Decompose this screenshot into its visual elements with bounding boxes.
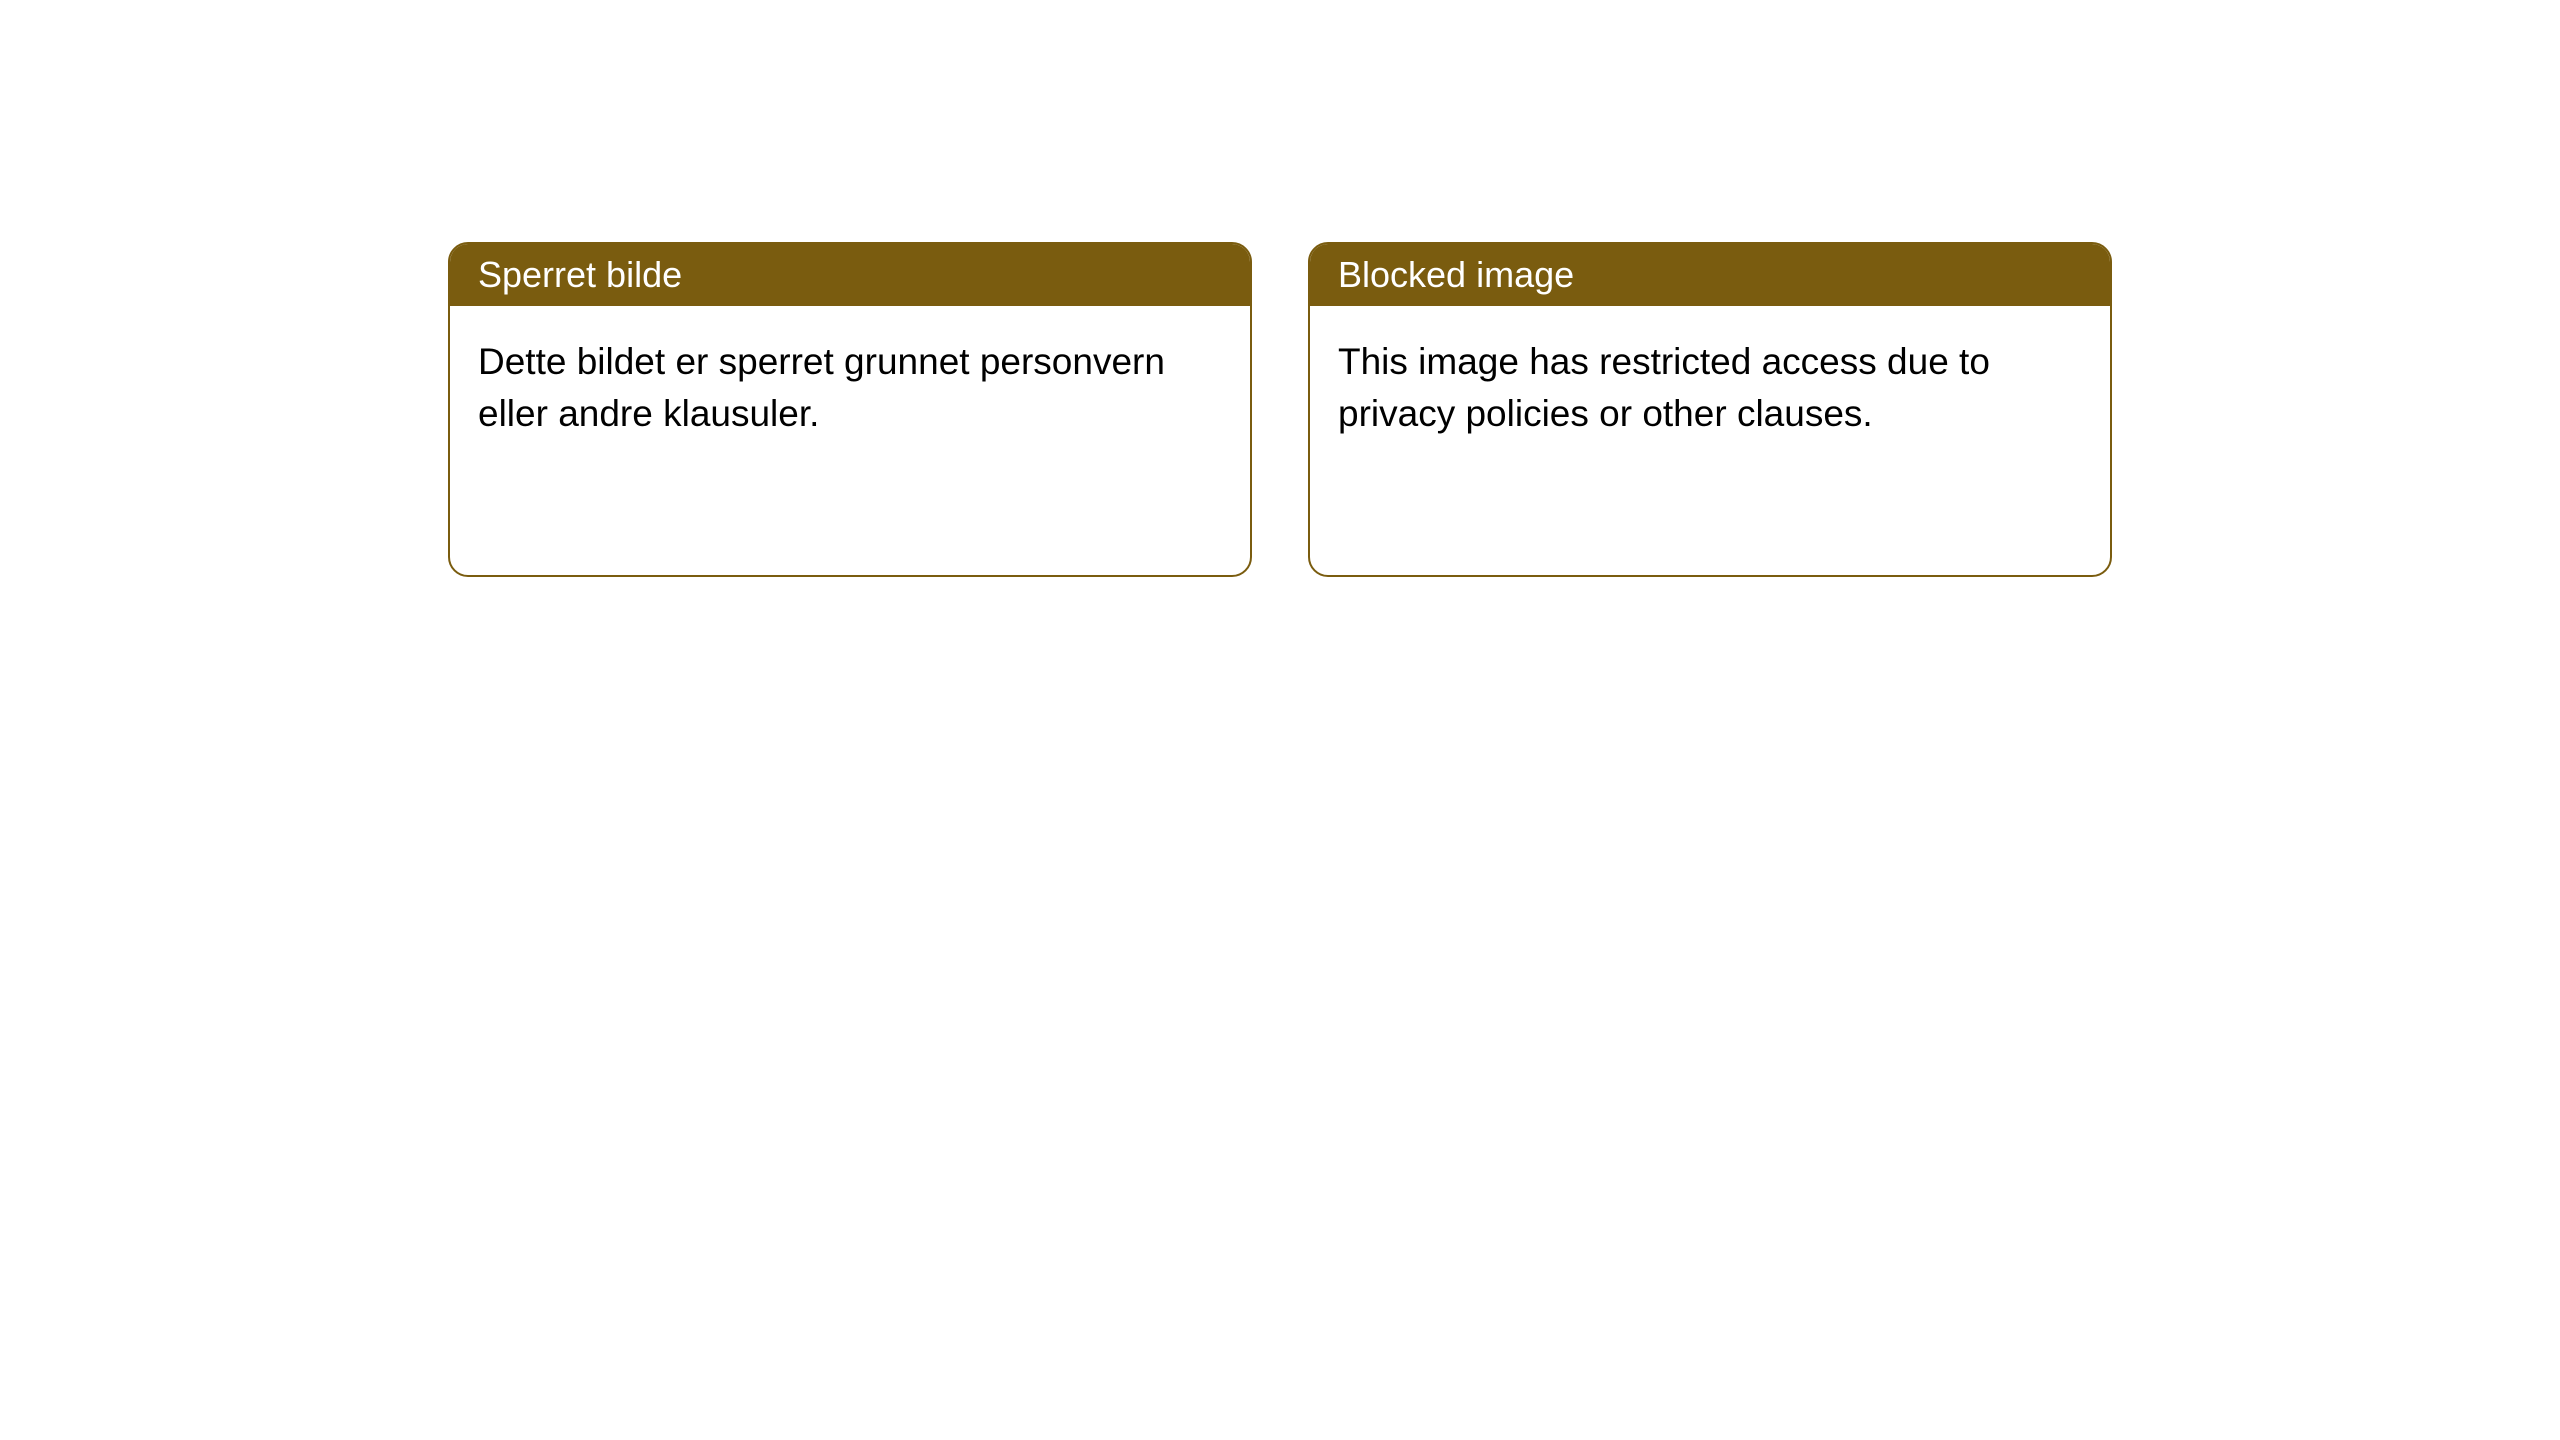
notice-card-english: Blocked image This image has restricted … bbox=[1308, 242, 2112, 577]
card-title: Sperret bilde bbox=[478, 254, 682, 295]
card-header: Blocked image bbox=[1310, 244, 2110, 306]
card-title: Blocked image bbox=[1338, 254, 1574, 295]
card-body: Dette bildet er sperret grunnet personve… bbox=[450, 306, 1250, 470]
card-header: Sperret bilde bbox=[450, 244, 1250, 306]
notice-container: Sperret bilde Dette bildet er sperret gr… bbox=[0, 0, 2560, 577]
card-body: This image has restricted access due to … bbox=[1310, 306, 2110, 470]
notice-card-norwegian: Sperret bilde Dette bildet er sperret gr… bbox=[448, 242, 1252, 577]
card-body-text: Dette bildet er sperret grunnet personve… bbox=[478, 341, 1165, 434]
card-body-text: This image has restricted access due to … bbox=[1338, 341, 1990, 434]
